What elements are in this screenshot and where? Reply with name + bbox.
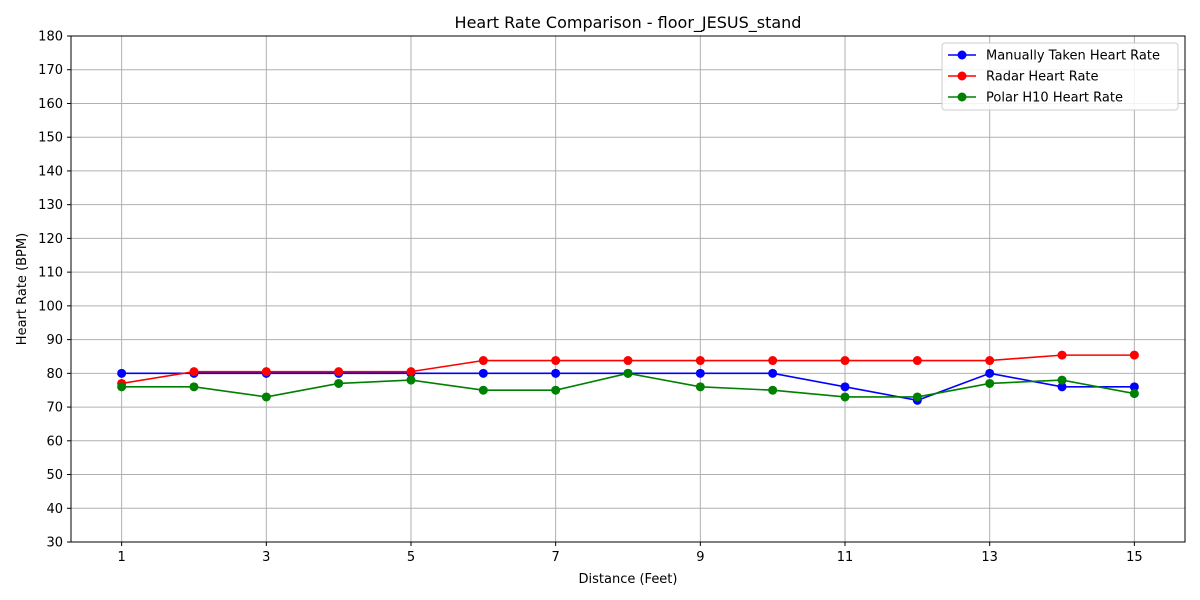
y-tick-label: 40 — [46, 502, 63, 517]
plot-frame — [70, 35, 1186, 543]
data-point — [768, 356, 778, 366]
y-tick-label: 80 — [46, 367, 63, 382]
data-point — [912, 392, 922, 402]
data-point — [334, 367, 344, 377]
x-tick-label: 15 — [1126, 550, 1143, 565]
data-point — [117, 382, 127, 392]
data-point — [189, 382, 199, 392]
y-axis-ticks: 30 40 50 60 70 80 90 100 110 120 130 140 150 160 170 18… — [38, 30, 71, 551]
data-point — [840, 392, 850, 402]
data-point — [623, 368, 633, 378]
y-tick-label: 100 — [38, 299, 63, 314]
legend-marker — [957, 92, 967, 102]
data-point — [478, 385, 488, 395]
data-point — [1129, 389, 1139, 399]
legend-box — [941, 42, 1179, 111]
data-point — [985, 356, 995, 366]
y-tick-label: 90 — [46, 333, 63, 348]
y-axis-label: Heart Rate (BPM) — [15, 233, 30, 345]
legend-label: Manually Taken Heart Rate — [986, 49, 1160, 64]
data-point — [261, 392, 271, 402]
legend-item: Polar H10 Heart Rate — [948, 91, 1123, 106]
data-point — [840, 382, 850, 392]
legend-item: Manually Taken Heart Rate — [948, 49, 1160, 64]
y-tick-label: 130 — [38, 198, 63, 213]
y-tick-label: 30 — [46, 536, 63, 551]
series-2 — [117, 350, 1139, 388]
data-point — [334, 378, 344, 388]
data-point — [985, 368, 995, 378]
legend-item: Radar Heart Rate — [948, 70, 1099, 85]
legend: Manually Taken Heart Rate Radar Heart Rat… — [941, 42, 1179, 111]
y-tick-label: 140 — [38, 164, 63, 179]
data-point — [768, 385, 778, 395]
y-tick-label: 170 — [38, 63, 63, 78]
y-tick-label: 70 — [46, 401, 63, 416]
y-tick-label: 50 — [46, 468, 63, 483]
chart-title: Heart Rate Comparison - floor_JESUS_stan… — [455, 13, 802, 33]
x-tick-label: 11 — [837, 550, 854, 565]
y-tick-label: 180 — [38, 30, 63, 45]
data-point — [985, 378, 995, 388]
data-point — [912, 356, 922, 366]
data-point — [840, 356, 850, 366]
legend-marker — [957, 50, 967, 60]
series-layer — [117, 350, 1139, 405]
x-tick-label: 9 — [696, 550, 704, 565]
x-tick-label: 7 — [552, 550, 560, 565]
data-point — [478, 368, 488, 378]
data-point — [478, 356, 488, 366]
y-tick-label: 60 — [46, 434, 63, 449]
x-tick-label: 3 — [262, 550, 270, 565]
data-point — [768, 368, 778, 378]
data-point — [406, 375, 416, 385]
data-point — [623, 356, 633, 366]
data-point — [1057, 382, 1067, 392]
x-axis-ticks: 1 3 5 7 9 11 13 15 — [117, 542, 1143, 565]
data-point — [695, 382, 705, 392]
data-point — [695, 368, 705, 378]
data-point — [189, 367, 199, 377]
series-3 — [117, 368, 1139, 402]
data-point — [117, 368, 127, 378]
data-point — [551, 368, 561, 378]
legend-label: Radar Heart Rate — [986, 70, 1099, 85]
data-point — [1129, 350, 1139, 360]
y-tick-label: 120 — [38, 232, 63, 247]
data-point — [551, 385, 561, 395]
data-point — [406, 367, 416, 377]
x-axis-label: Distance (Feet) — [579, 572, 678, 587]
data-point — [1057, 350, 1067, 360]
data-point — [261, 367, 271, 377]
x-tick-label: 5 — [407, 550, 415, 565]
data-point — [1057, 375, 1067, 385]
legend-label: Polar H10 Heart Rate — [986, 91, 1123, 106]
y-tick-label: 150 — [38, 131, 63, 146]
legend-marker — [957, 71, 967, 81]
data-point — [1129, 382, 1139, 392]
data-point — [551, 356, 561, 366]
x-tick-label: 13 — [981, 550, 998, 565]
y-tick-label: 110 — [38, 266, 63, 281]
y-tick-label: 160 — [38, 97, 63, 112]
data-point — [695, 356, 705, 366]
x-tick-label: 1 — [117, 550, 125, 565]
